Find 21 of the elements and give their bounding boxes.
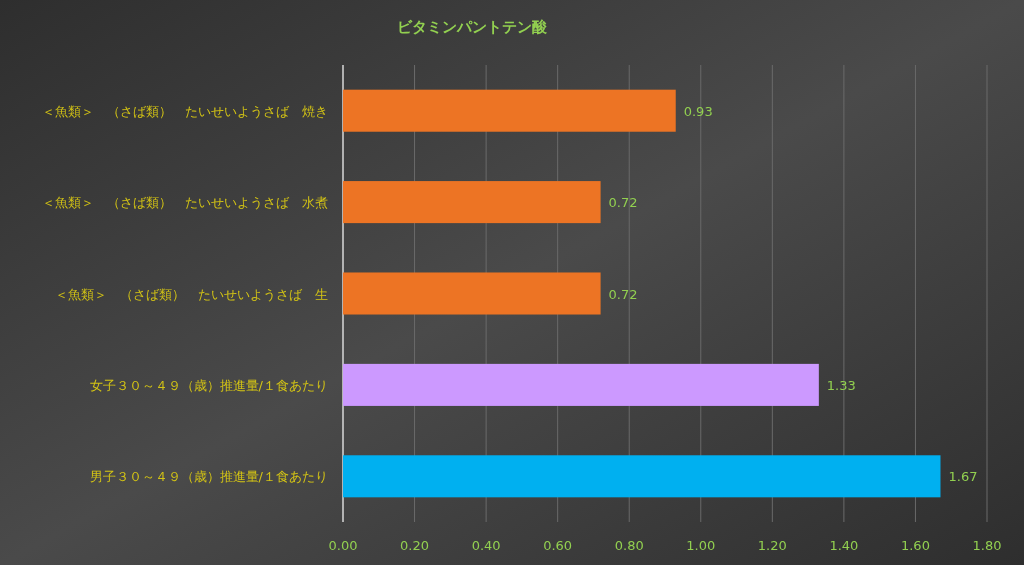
x-tick-label: 0.20 (400, 538, 430, 553)
data-label: 0.72 (608, 195, 638, 211)
y-tick-label: ＜魚類＞ （さば類） たいせいようさば 水煮 (42, 195, 328, 211)
x-tick-label: 1.00 (686, 538, 716, 553)
x-tick-label: 1.60 (900, 538, 930, 553)
y-tick-label: ＜魚類＞ （さば類） たいせいようさば 生 (55, 286, 328, 302)
data-label: 0.93 (683, 103, 713, 119)
x-tick-label: 1.80 (972, 538, 1002, 553)
x-tick-label: 1.20 (757, 538, 787, 553)
data-label: 1.67 (948, 469, 978, 485)
data-label: 1.33 (826, 377, 856, 393)
y-tick-label: ＜魚類＞ （さば類） たいせいようさば 焼き (42, 103, 328, 119)
data-label: 0.72 (608, 286, 638, 302)
chart-title: ビタミンパントテン酸 (397, 18, 548, 36)
x-tick-label: 1.40 (829, 538, 859, 553)
y-tick-label: 女子３０～４９（歳）推進量/１食あたり (89, 377, 328, 393)
x-tick-label: 0.00 (328, 538, 358, 553)
x-tick-label: 0.80 (614, 538, 644, 553)
y-tick-label: 男子３０～４９（歳）推進量/１食あたり (89, 469, 328, 485)
x-tick-label: 0.60 (543, 538, 573, 553)
x-tick-label: 0.40 (471, 538, 501, 553)
